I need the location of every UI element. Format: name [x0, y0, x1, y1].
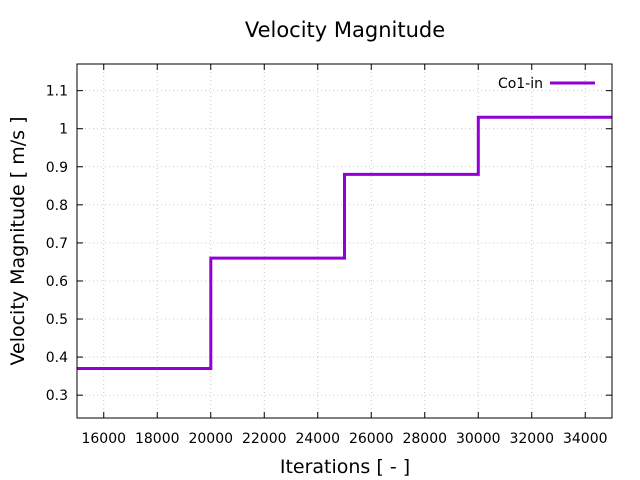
y-axis: 0.3 0.4 0.5 0.6 0.7 0.8 0.9 1 1.1: [46, 84, 612, 404]
x-axis: 16000 18000 20000 22000 24000 26000 28000 30000…: [81, 64, 608, 447]
y-axis-title: Velocity Magnitude [ m/s ]: [7, 117, 29, 366]
grid: [77, 64, 612, 418]
x-tick-label: 32000: [509, 431, 554, 447]
y-tick-label: 1.1: [46, 84, 68, 100]
y-tick-label: 0.6: [46, 274, 68, 290]
x-tick-label: 26000: [349, 431, 394, 447]
y-tick-label: 0.4: [46, 350, 68, 366]
legend: Co1-in: [498, 76, 595, 92]
y-tick-label: 0.9: [46, 160, 68, 176]
x-tick-label: 20000: [188, 431, 233, 447]
y-tick-label: 0.3: [46, 388, 68, 404]
chart-title: Velocity Magnitude: [245, 18, 445, 42]
x-tick-label: 28000: [402, 431, 447, 447]
x-axis-title: Iterations [ - ]: [280, 456, 410, 478]
y-tick-label: 0.7: [46, 236, 68, 252]
x-tick-label: 22000: [242, 431, 287, 447]
x-tick-label: 18000: [135, 431, 180, 447]
y-tick-label: 0.5: [46, 312, 68, 328]
x-tick-label: 24000: [295, 431, 340, 447]
series-line-Co1-in: [77, 115, 612, 370]
series-layer: [77, 115, 612, 370]
x-tick-label: 16000: [81, 431, 126, 447]
legend-label: Co1-in: [498, 76, 543, 92]
y-tick-label: 0.8: [46, 198, 68, 214]
plot-border: [76, 63, 613, 419]
x-tick-label: 30000: [456, 431, 501, 447]
x-tick-label: 34000: [563, 431, 608, 447]
y-tick-label: 1: [59, 122, 68, 138]
